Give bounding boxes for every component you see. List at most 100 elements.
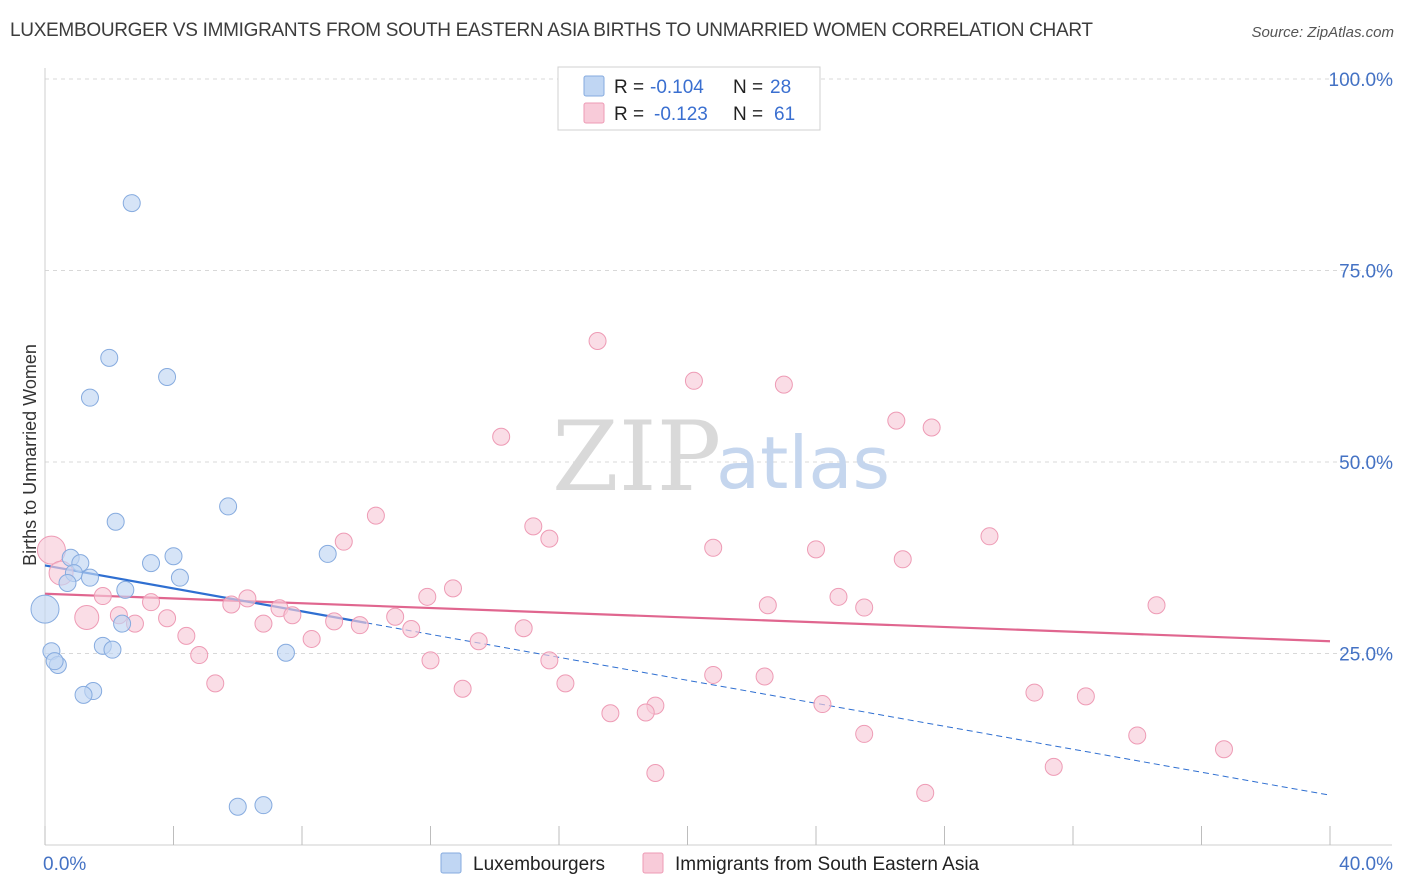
point-immigrants [402, 619, 421, 638]
legend-n-label-pink: N = [733, 104, 763, 125]
point-immigrants [807, 540, 825, 559]
point-immigrants [206, 674, 225, 693]
point-luxembourgers [106, 512, 125, 531]
series-legend-label-luxembourgers: Luxembourgers [473, 854, 605, 875]
point-immigrants [684, 371, 703, 390]
point-immigrants [222, 595, 241, 614]
point-immigrants [469, 632, 488, 651]
point-immigrants [855, 598, 874, 617]
source-label: Source: ZipAtlas.com [1251, 24, 1394, 41]
point-immigrants [1025, 683, 1044, 702]
point-immigrants [829, 587, 848, 606]
y-tick-label: 25.0% [1339, 645, 1393, 666]
point-immigrants [1044, 757, 1063, 776]
legend-swatch-pink [583, 102, 605, 124]
y-axis-label: Births to Unmarried Women [20, 344, 40, 566]
point-immigrants [646, 763, 665, 782]
point-immigrants [601, 704, 620, 723]
legend-n-value-pink: 61 [774, 104, 795, 125]
point-immigrants [514, 619, 533, 638]
legend-r-value-blue: -0.104 [650, 77, 704, 98]
point-immigrants [418, 587, 437, 606]
point-immigrants [588, 331, 607, 350]
point-immigrants [758, 596, 777, 615]
point-luxembourgers [122, 194, 141, 213]
point-luxembourgers [228, 797, 247, 816]
point-immigrants [492, 427, 511, 446]
point-luxembourgers [254, 796, 273, 815]
point-luxembourgers [164, 547, 183, 566]
trend-line-immigrants [44, 592, 1331, 643]
point-luxembourgers [318, 544, 337, 563]
point-luxembourgers [80, 568, 99, 587]
point-immigrants [893, 550, 912, 569]
point-immigrants [704, 538, 723, 557]
point-immigrants [556, 674, 575, 693]
point-immigrants [36, 535, 66, 565]
point-immigrants [916, 783, 935, 802]
x-tick-label-min: 0.0% [43, 854, 86, 875]
legend-swatch-blue [583, 75, 605, 97]
point-luxembourgers [219, 497, 238, 516]
watermark: ZIP atlas [552, 401, 890, 513]
data-points [30, 194, 1233, 816]
legend-r-value-pink: -0.123 [654, 104, 708, 125]
point-immigrants [74, 604, 100, 630]
point-immigrants [421, 651, 440, 670]
point-luxembourgers [170, 568, 189, 587]
point-immigrants [1076, 687, 1095, 706]
point-immigrants [190, 646, 209, 665]
legend: R = -0.104 N = 28 R = -0.123 N = 61 [557, 66, 821, 131]
legend-n-label-blue: N = [733, 77, 763, 98]
point-luxembourgers [74, 685, 93, 704]
point-immigrants [755, 667, 774, 686]
point-immigrants [334, 532, 353, 551]
point-immigrants [158, 609, 177, 628]
watermark-atlas: atlas [716, 421, 890, 505]
chart-title: LUXEMBOURGER VS IMMIGRANTS FROM SOUTH EA… [10, 20, 1093, 41]
series-legend: Luxembourgers Immigrants from South East… [440, 852, 980, 875]
x-tick-label-max: 40.0% [1339, 854, 1393, 875]
point-immigrants [813, 695, 832, 714]
legend-r-label-pink: R = [614, 104, 644, 125]
point-immigrants [453, 679, 472, 698]
point-immigrants [177, 626, 196, 645]
point-luxembourgers [45, 652, 64, 671]
point-immigrants [93, 587, 112, 606]
legend-r-label-blue: R = [614, 77, 644, 98]
point-immigrants [302, 629, 321, 648]
point-luxembourgers [103, 640, 122, 659]
point-immigrants [540, 529, 559, 548]
point-luxembourgers [142, 554, 161, 573]
point-immigrants [540, 651, 559, 670]
trend-line-luxembourgers-extension [366, 622, 1331, 796]
point-immigrants [325, 612, 344, 631]
point-immigrants [142, 593, 161, 612]
point-immigrants [238, 589, 257, 608]
series-legend-swatch-luxembourgers [440, 852, 462, 874]
point-luxembourgers [276, 643, 295, 662]
series-legend-label-immigrants: Immigrants from South Eastern Asia [675, 854, 980, 875]
watermark-zip: ZIP [552, 401, 721, 513]
series-legend-swatch-immigrants [642, 852, 664, 874]
point-immigrants [524, 517, 543, 536]
point-immigrants [922, 418, 941, 437]
point-immigrants [704, 665, 723, 684]
point-immigrants [774, 375, 793, 394]
y-tick-label: 50.0% [1339, 453, 1393, 474]
legend-n-value-blue: 28 [770, 77, 791, 98]
y-tick-label: 75.0% [1339, 262, 1393, 283]
point-immigrants [254, 614, 273, 633]
point-immigrants [887, 411, 906, 430]
point-immigrants [366, 506, 385, 525]
point-luxembourgers [100, 348, 119, 367]
point-immigrants [350, 616, 369, 635]
point-immigrants [386, 607, 405, 626]
point-luxembourgers [158, 367, 177, 386]
point-luxembourgers [58, 574, 77, 593]
y-tick-label: 100.0% [1329, 70, 1394, 91]
point-immigrants [1147, 596, 1166, 615]
point-immigrants [980, 527, 999, 546]
axes [44, 68, 1392, 846]
